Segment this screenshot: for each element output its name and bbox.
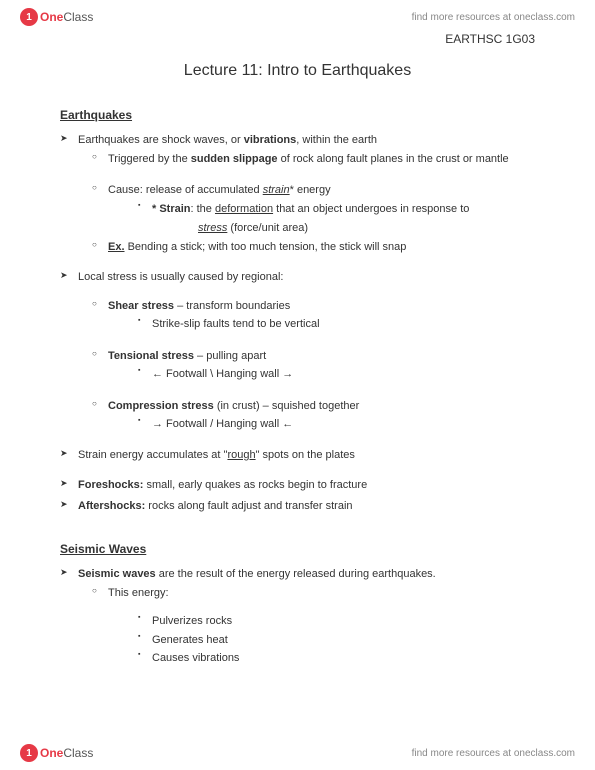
brand-name: OneClass bbox=[40, 746, 93, 760]
text-ex: Ex. bbox=[108, 241, 125, 253]
text: , within the earth bbox=[296, 134, 377, 146]
list-item: Ex. Bending a stick; with too much tensi… bbox=[78, 239, 535, 256]
earthquakes-list: Earthquakes are shock waves, or vibratio… bbox=[60, 132, 535, 255]
earthquakes-list-4: Foreshocks: small, early quakes as rocks… bbox=[60, 477, 535, 514]
text-bold: Aftershocks: bbox=[78, 500, 145, 512]
list-item: ← Footwall \ Hanging wall → bbox=[108, 366, 535, 383]
text: " spots on the plates bbox=[256, 449, 355, 461]
text: – transform boundaries bbox=[174, 300, 290, 312]
list-item: Strain energy accumulates at "rough" spo… bbox=[60, 447, 535, 464]
text-underline: deformation bbox=[215, 203, 273, 215]
text: Cause: release of accumulated bbox=[108, 184, 263, 196]
list-item: Causes vibrations bbox=[108, 650, 535, 667]
text-stress: stress bbox=[198, 222, 227, 234]
text: : the bbox=[191, 203, 215, 215]
brand-name-one: One bbox=[40, 10, 63, 24]
list-item: Local stress is usually caused by region… bbox=[60, 269, 535, 433]
text: (force/unit area) bbox=[227, 222, 308, 234]
brand-name-one: One bbox=[40, 746, 63, 760]
course-code: EARTHSC 1G03 bbox=[0, 30, 595, 52]
text-bold: sudden slippage bbox=[191, 153, 278, 165]
text: are the result of the energy released du… bbox=[156, 568, 436, 580]
page-body: Lecture 11: Intro to Earthquakes Earthqu… bbox=[0, 62, 595, 667]
text-bold: Seismic waves bbox=[78, 568, 156, 580]
text-bold: vibrations bbox=[244, 134, 297, 146]
brand-logo-footer: 1 OneClass bbox=[20, 744, 93, 762]
brand-icon: 1 bbox=[20, 8, 38, 26]
footer-resources-link[interactable]: find more resources at oneclass.com bbox=[412, 748, 575, 759]
list-item: Cause: release of accumulated strain* en… bbox=[78, 182, 535, 217]
text-bold: * Strain bbox=[152, 203, 191, 215]
list-item: Foreshocks: small, early quakes as rocks… bbox=[60, 477, 535, 494]
earthquakes-list-2: Local stress is usually caused by region… bbox=[60, 269, 535, 433]
text: Strain energy accumulates at " bbox=[78, 449, 227, 461]
list-item: * Strain: the deformation that an object… bbox=[108, 201, 535, 218]
brand-icon: 1 bbox=[20, 744, 38, 762]
list-item: Compression stress (in crust) – squished… bbox=[78, 398, 535, 433]
text: Local stress is usually caused by region… bbox=[78, 271, 283, 283]
text-bold: Shear stress bbox=[108, 300, 174, 312]
earthquakes-list-3: Strain energy accumulates at "rough" spo… bbox=[60, 447, 535, 464]
brand-name-rest: Class bbox=[63, 746, 93, 760]
list-item: Tensional stress – pulling apart ← Footw… bbox=[78, 348, 535, 383]
section-heading-seismic: Seismic Waves bbox=[60, 542, 535, 556]
text-bold: Tensional stress bbox=[108, 350, 194, 362]
brand-logo: 1 OneClass bbox=[20, 8, 93, 26]
text: small, early quakes as rocks begin to fr… bbox=[143, 479, 367, 491]
text-underline: rough bbox=[227, 449, 255, 461]
list-item: Triggered by the sudden slippage of rock… bbox=[78, 151, 535, 168]
list-item: Earthquakes are shock waves, or vibratio… bbox=[60, 132, 535, 255]
text: This energy: bbox=[108, 587, 169, 599]
text: of rock along fault planes in the crust … bbox=[278, 153, 509, 165]
brand-name: OneClass bbox=[40, 10, 93, 24]
text: Triggered by the bbox=[108, 153, 191, 165]
text-bold: Foreshocks: bbox=[78, 479, 143, 491]
list-item: This energy: Pulverizes rocks Generates … bbox=[78, 585, 535, 667]
text: * energy bbox=[290, 184, 331, 196]
list-item: Generates heat bbox=[108, 632, 535, 649]
text: – pulling apart bbox=[194, 350, 266, 362]
text: Bending a stick; with too much tension, … bbox=[125, 241, 407, 253]
text-bold: Compression stress bbox=[108, 400, 214, 412]
section-heading-earthquakes: Earthquakes bbox=[60, 108, 535, 122]
lecture-title: Lecture 11: Intro to Earthquakes bbox=[60, 62, 535, 80]
list-item: → Footwall / Hanging wall ← bbox=[108, 416, 535, 433]
text-strain: strain bbox=[263, 184, 290, 196]
page-footer: 1 OneClass find more resources at onecla… bbox=[0, 744, 595, 762]
list-item: Strike-slip faults tend to be vertical bbox=[108, 316, 535, 333]
text: Earthquakes are shock waves, or bbox=[78, 134, 244, 146]
list-item: Seismic waves are the result of the ener… bbox=[60, 566, 535, 667]
stress-line: stress (force/unit area) bbox=[78, 220, 535, 237]
brand-name-rest: Class bbox=[63, 10, 93, 24]
list-item: Aftershocks: rocks along fault adjust an… bbox=[60, 498, 535, 515]
list-item: Shear stress – transform boundaries Stri… bbox=[78, 298, 535, 333]
text: rocks along fault adjust and transfer st… bbox=[145, 500, 352, 512]
header-resources-link[interactable]: find more resources at oneclass.com bbox=[412, 12, 575, 23]
text: that an object undergoes in response to bbox=[273, 203, 469, 215]
seismic-list: Seismic waves are the result of the ener… bbox=[60, 566, 535, 667]
page-header: 1 OneClass find more resources at onecla… bbox=[0, 0, 595, 30]
text: (in crust) – squished together bbox=[214, 400, 360, 412]
list-item: Pulverizes rocks bbox=[108, 613, 535, 630]
